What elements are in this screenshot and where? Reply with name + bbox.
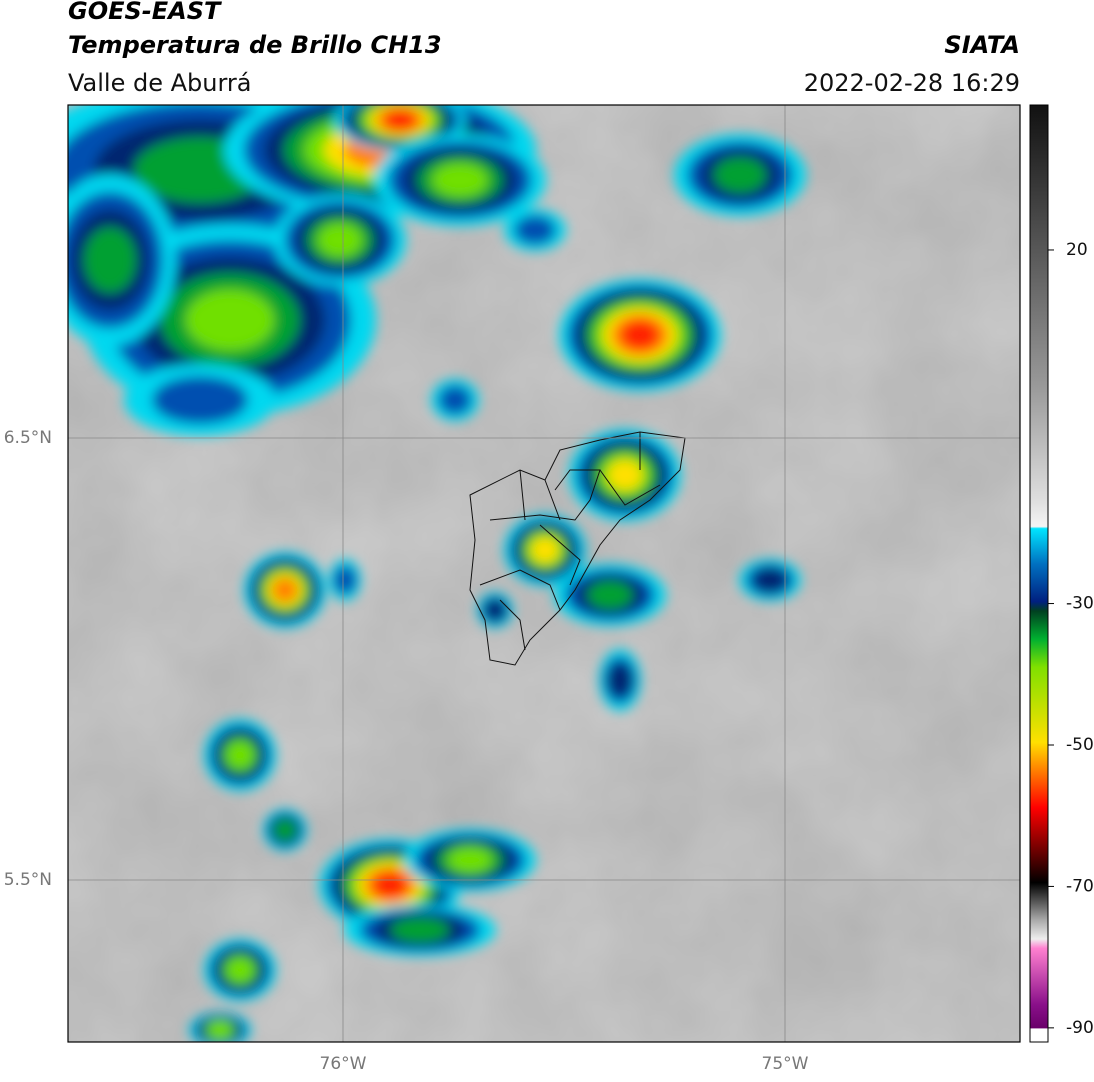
- cloud-layer: [273, 819, 297, 841]
- cloud-layer: [383, 109, 417, 131]
- timestamp: 2022-02-28 16:29: [804, 69, 1020, 97]
- lon-label: 76°W: [320, 1054, 367, 1074]
- colorbar-tick-label: -50: [1066, 735, 1094, 755]
- colorbar-tick-label: -70: [1066, 876, 1094, 896]
- cloud-layer: [530, 537, 560, 563]
- source: SIATA: [944, 31, 1020, 59]
- cloud-layer: [333, 565, 357, 595]
- colorbar-tick-label: 20: [1066, 240, 1088, 260]
- cloud-layer: [152, 376, 248, 424]
- cloud-layer: [185, 289, 275, 351]
- municipal-boundaries: [469, 431, 686, 666]
- lat-label: 6.5°N: [4, 428, 52, 448]
- cloud-layer: [483, 598, 507, 622]
- cloud-layer: [207, 1020, 233, 1040]
- map: [68, 105, 1020, 1042]
- cloud-layer: [587, 580, 633, 610]
- cloud-layer: [372, 871, 408, 899]
- lon-label: 75°W: [762, 1054, 809, 1074]
- lat-label: 5.5°N: [4, 870, 52, 890]
- cloud-layer: [607, 663, 633, 697]
- graticule: [68, 105, 1020, 1042]
- colorbar-ticks: 20 -30 -50 -70 -90: [1048, 240, 1094, 1038]
- cloud-layer: [272, 577, 298, 603]
- convective-clouds: [68, 105, 806, 1042]
- subtitle: Temperatura de Brillo CH13: [68, 31, 442, 59]
- colorbar: [1029, 104, 1049, 1043]
- cloud-layer: [390, 917, 450, 943]
- cloud-layer: [447, 847, 493, 873]
- cloud-layer: [225, 740, 255, 770]
- cloud-layer: [620, 320, 660, 350]
- map-frame: [67, 104, 1021, 1043]
- cloud-layer: [607, 459, 643, 491]
- cloud-layer: [317, 223, 363, 257]
- cloud-layer: [432, 163, 488, 197]
- cloud-layer: [438, 385, 472, 415]
- title: GOES-EAST: [68, 0, 222, 25]
- cloud-layer: [225, 957, 255, 983]
- cloud-layer: [753, 567, 787, 593]
- cloud-layer: [514, 215, 556, 245]
- region: Valle de Aburrá: [68, 69, 252, 97]
- cloud-layer: [714, 157, 766, 193]
- colorbar-tick-label: -90: [1066, 1018, 1094, 1038]
- colorbar-tick-label: -30: [1066, 594, 1094, 614]
- cloud-layer: [84, 227, 136, 293]
